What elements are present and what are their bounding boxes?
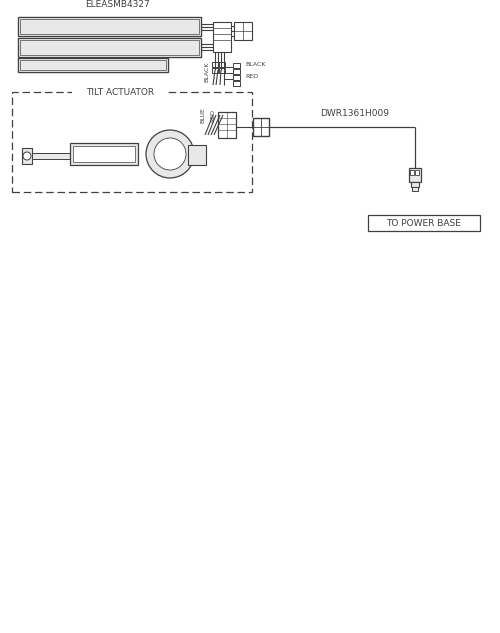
Bar (20, 60, 166, 70)
Bar (18, 38, 201, 57)
Bar (233, 63, 240, 68)
Bar (409, 168, 421, 182)
Text: BLUE: BLUE (200, 107, 205, 123)
Bar (410, 170, 414, 175)
Text: DWR1361H009: DWR1361H009 (320, 109, 390, 118)
Bar (18, 58, 168, 72)
Bar (233, 75, 240, 80)
Bar (233, 69, 240, 74)
Bar (368, 215, 480, 231)
Bar (411, 182, 419, 187)
Text: ELEASMB4327: ELEASMB4327 (86, 0, 150, 9)
Circle shape (146, 130, 194, 178)
Bar (218, 112, 236, 138)
Bar (213, 22, 231, 52)
Bar (219, 68, 225, 73)
Bar (18, 17, 201, 36)
Text: TO POWER BASE: TO POWER BASE (386, 218, 462, 227)
Text: RED: RED (245, 73, 258, 78)
Bar (20, 40, 199, 55)
Circle shape (154, 138, 186, 170)
Bar (212, 68, 218, 73)
Bar (233, 81, 240, 86)
Bar (412, 187, 418, 191)
Text: BLACK: BLACK (204, 62, 210, 82)
Bar (22, 148, 32, 164)
Bar (73, 146, 135, 162)
Text: RED: RED (210, 108, 216, 122)
Text: BLACK: BLACK (245, 61, 266, 66)
Bar (253, 118, 269, 136)
Bar (32, 153, 70, 159)
Bar (70, 143, 138, 165)
Bar (12, 92, 252, 192)
Bar (219, 62, 225, 67)
Circle shape (23, 152, 31, 160)
Bar (20, 19, 199, 34)
Bar (234, 22, 252, 40)
Bar (415, 170, 419, 175)
Bar (212, 62, 218, 67)
Text: TILT ACTUATOR: TILT ACTUATOR (86, 88, 154, 97)
Bar (188, 145, 206, 165)
